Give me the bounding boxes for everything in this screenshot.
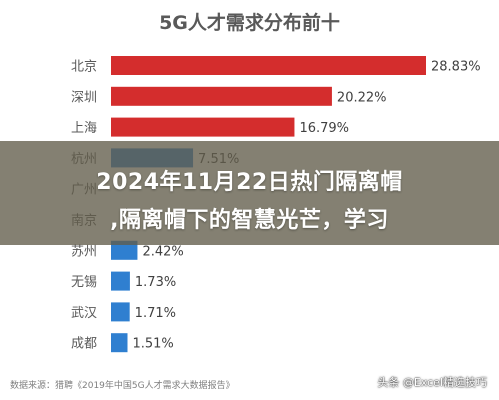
value-label: 2.42%: [142, 244, 183, 259]
bar: [111, 56, 426, 75]
bar: [111, 271, 130, 291]
category-label: 成都: [71, 337, 97, 352]
category-label: 武汉: [71, 306, 97, 321]
category-label: 无锡: [71, 275, 97, 290]
value-label: 1.73%: [135, 275, 176, 290]
bar: [111, 117, 295, 137]
bar: [111, 333, 128, 353]
bar: [111, 86, 332, 106]
value-label: 28.83%: [431, 60, 481, 75]
category-label: 北京: [71, 60, 97, 75]
value-label: 16.79%: [299, 121, 349, 136]
category-label: 苏州: [71, 243, 97, 259]
bar: [111, 240, 138, 260]
overlay-title-line-2: ,隔离帽下的智慧光芒，学习: [110, 208, 389, 233]
chart-title: 5G人才需求分布前十: [159, 12, 340, 34]
bar: [111, 302, 130, 322]
value-label: 1.51%: [132, 337, 173, 352]
value-label: 20.22%: [337, 90, 387, 105]
category-label: 上海: [71, 121, 97, 136]
overlay-title-line-1: 2024年11月22日热门隔离帽: [96, 170, 403, 195]
watermark: 头条 @Excel精选技巧: [377, 376, 487, 389]
source-note: 数据来源：猎聘《2019年中国5G人才需求大数据报告》: [10, 381, 235, 391]
title-overlay-band: [0, 141, 499, 245]
category-label: 深圳: [71, 90, 97, 105]
value-label: 1.71%: [135, 306, 176, 321]
